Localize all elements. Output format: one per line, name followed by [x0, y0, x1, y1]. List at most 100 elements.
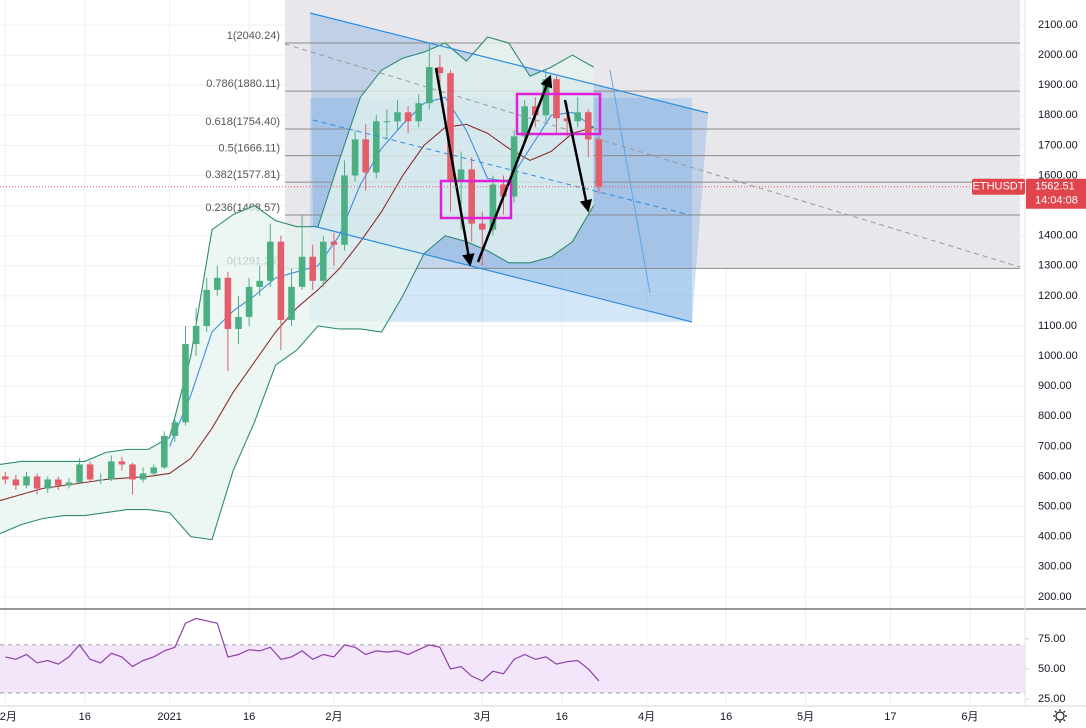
y-tick-label: 1000.00 [1038, 350, 1078, 362]
y-tick-label: 700.00 [1038, 440, 1072, 452]
y-tick-label: 500.00 [1038, 500, 1072, 512]
y-tick-label: 600.00 [1038, 470, 1072, 482]
candle-body [595, 139, 603, 187]
candle-body [457, 169, 465, 182]
candle-body [436, 67, 444, 74]
candle-body [585, 112, 592, 140]
x-tick-label: 16 [556, 711, 568, 723]
candle-body [214, 277, 221, 290]
candle-body [277, 241, 285, 320]
price-tag-bg [1026, 178, 1086, 209]
x-tick-label: 5月 [797, 711, 814, 723]
bollinger [0, 36, 595, 541]
candle-body [182, 344, 189, 423]
x-tick-label: 16 [720, 711, 732, 723]
y-tick-label: 300.00 [1038, 561, 1072, 573]
candle-body [362, 139, 369, 173]
candle-body [23, 476, 30, 486]
candle-body [542, 79, 550, 116]
y-tick-label: 400.00 [1038, 531, 1072, 543]
y-tick-label: 1900.00 [1038, 79, 1078, 91]
candle-body [192, 325, 200, 345]
candle-body [235, 316, 242, 329]
x-tick-label: 3月 [474, 711, 491, 723]
candle-body [298, 256, 306, 287]
y-tick-label: 1800.00 [1038, 109, 1078, 121]
candle-body [2, 476, 9, 480]
candle-body [288, 286, 295, 320]
candle-body [489, 184, 497, 230]
candle-body [351, 139, 359, 176]
candle-body [468, 169, 475, 224]
rsi-line [5, 617, 600, 682]
candle-body [118, 461, 126, 465]
candle-body [553, 79, 560, 119]
arrow-down [434, 67, 475, 267]
candle-body [426, 67, 433, 104]
candle-body [256, 280, 263, 287]
symbol-tag-bg [972, 178, 1025, 195]
candle-body [76, 464, 83, 483]
arrow-down [563, 99, 593, 213]
rsi-pane [0, 617, 1029, 700]
candle-body [394, 112, 401, 122]
rsi-tick-label: 25.00 [1038, 693, 1066, 705]
settings-ring [1055, 711, 1065, 721]
y-tick-label: 1700.00 [1038, 139, 1078, 151]
ema-line [169, 96, 594, 447]
y-tick-label: 1600.00 [1038, 169, 1078, 181]
x-tick-label: 17 [884, 711, 896, 723]
candle-body [563, 118, 571, 122]
box-top [515, 92, 602, 136]
candle-body [267, 241, 274, 281]
fib-label: 1(2040.24) [227, 30, 280, 42]
channel-bottom [312, 225, 693, 323]
projection-line [609, 69, 651, 294]
candle-body [320, 241, 327, 281]
rsi-tick-label: 50.00 [1038, 663, 1066, 675]
candle-body [171, 422, 179, 436]
x-tick-label: 4月 [638, 711, 655, 723]
fib-label: 0.618(1754.40) [205, 116, 280, 128]
fib-label: 0.786(1880.11) [206, 78, 280, 90]
band-upper [0, 36, 594, 465]
candle-body [33, 476, 41, 489]
y-tick-label: 1100.00 [1038, 320, 1077, 332]
candle-body [341, 175, 348, 245]
candle-body [415, 103, 422, 122]
candle-body [479, 223, 486, 230]
candle-body [55, 479, 62, 486]
drawings [284, 12, 1021, 323]
candle-body [532, 106, 539, 116]
y-tick-label: 2100.00 [1038, 19, 1078, 31]
fib-label: 0.382(1577.81) [205, 169, 280, 181]
candle-body [139, 473, 147, 480]
settings-icon[interactable] [1053, 709, 1067, 723]
candle-body [129, 464, 136, 480]
candle-body [150, 467, 157, 474]
x-tick-label: 16 [79, 711, 91, 723]
y-tick-label: 900.00 [1038, 380, 1072, 392]
candle-body [245, 286, 253, 317]
price-tag: ETHUSDT 1562.51 14:04:08 [0, 178, 1086, 209]
rsi-band [0, 644, 1025, 693]
x-tick-label: 2月 [325, 711, 342, 723]
fib-label: 0.5(1666.11) [218, 142, 280, 154]
channel-mid [312, 119, 691, 216]
symbol-tag: ETHUSDT [973, 181, 1025, 193]
candle-body [44, 479, 51, 489]
candle-body [108, 461, 115, 480]
candle-body [404, 112, 412, 122]
candle-body [203, 289, 210, 326]
countdown-tag: 14:04:08 [1035, 195, 1078, 207]
x-tick-label: 6月 [961, 711, 978, 723]
candle-body [447, 73, 454, 182]
y-tick-label: 200.00 [1038, 591, 1072, 603]
candle-body [12, 479, 20, 486]
x-tick-label: 16 [243, 711, 255, 723]
axes: 12月 16 2021 16 2月 3月 16 4月 16 5月 17 6月 200.00 300.00 4… [0, 19, 1078, 723]
box-bottom [439, 179, 513, 220]
x-tick-label: 12月 [0, 711, 17, 723]
